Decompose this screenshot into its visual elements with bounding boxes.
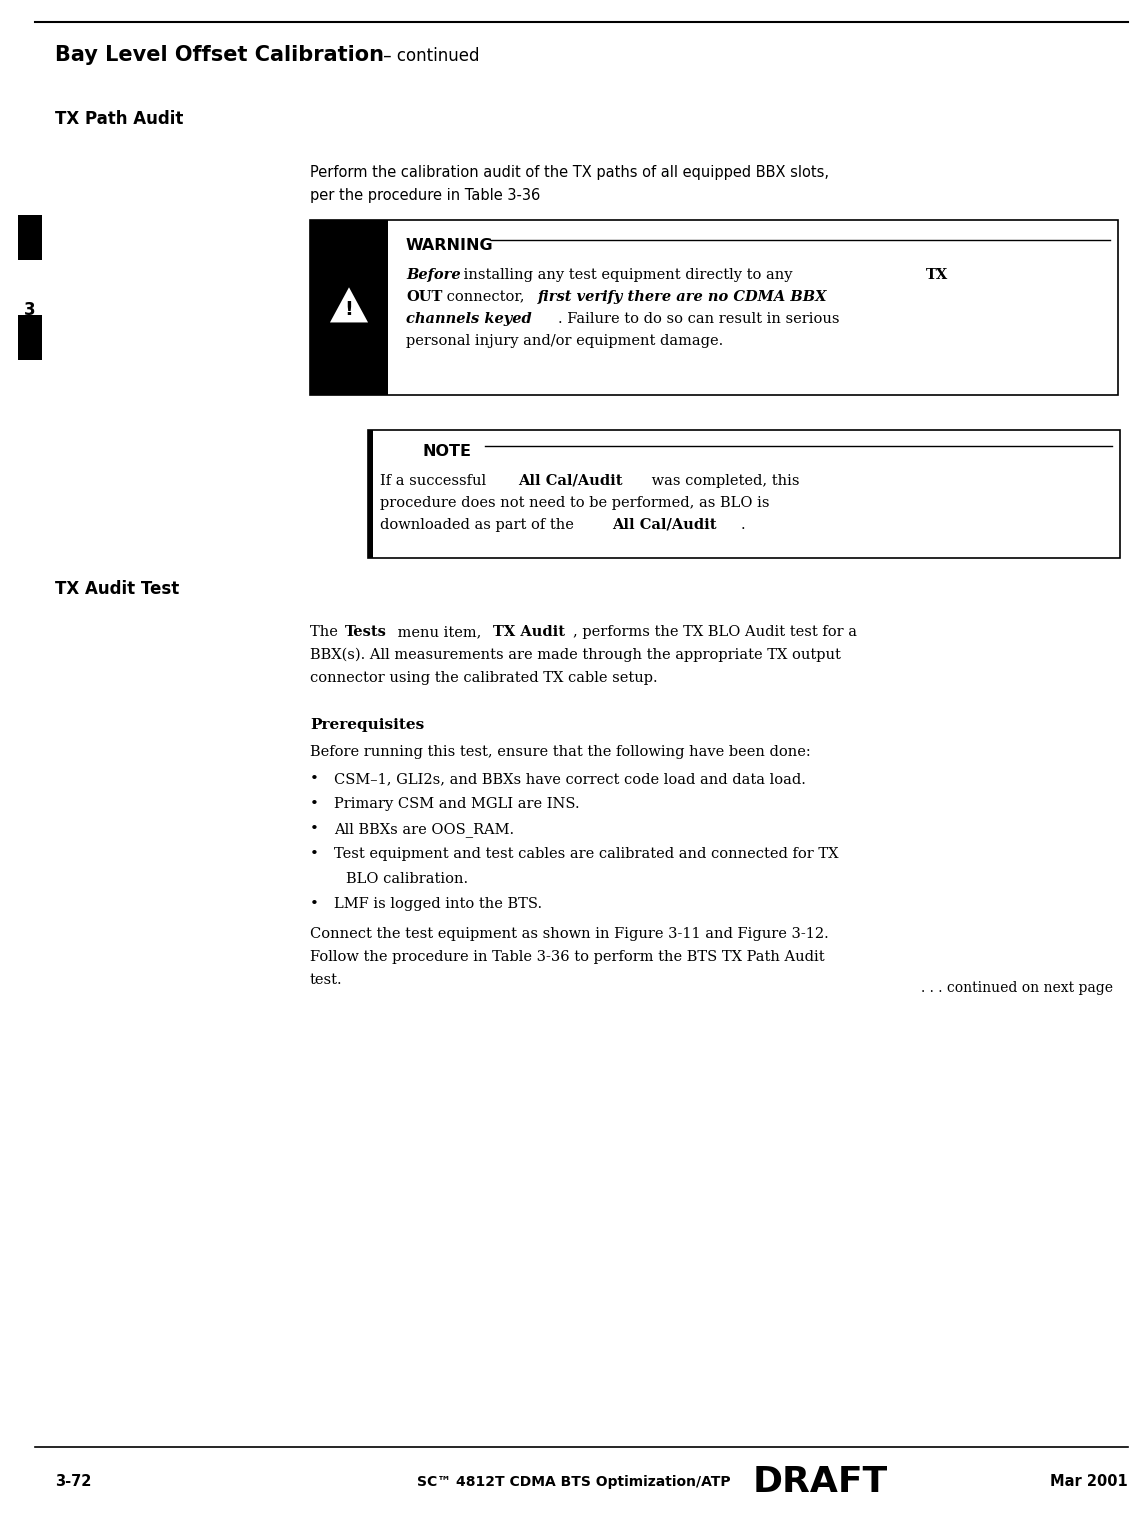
Text: menu item,: menu item,: [393, 625, 486, 639]
Text: All Cal/Audit: All Cal/Audit: [612, 518, 716, 532]
Text: Before running this test, ensure that the following have been done:: Before running this test, ensure that th…: [310, 745, 810, 758]
Text: If a successful: If a successful: [380, 473, 490, 489]
Text: SC™ 4812T CDMA BTS Optimization/ATP: SC™ 4812T CDMA BTS Optimization/ATP: [417, 1475, 731, 1489]
Text: Perform the calibration audit of the TX paths of all equipped BBX slots,: Perform the calibration audit of the TX …: [310, 165, 829, 179]
Text: Primary CSM and MGLI are INS.: Primary CSM and MGLI are INS.: [334, 797, 580, 810]
Text: Prerequisites: Prerequisites: [310, 719, 425, 732]
Text: •: •: [310, 823, 319, 836]
Text: All BBXs are OOS_RAM.: All BBXs are OOS_RAM.: [334, 823, 514, 836]
Text: 3: 3: [24, 300, 36, 319]
Text: BLO calibration.: BLO calibration.: [346, 872, 468, 885]
Text: per the procedure in Table 3-36: per the procedure in Table 3-36: [310, 188, 541, 204]
Text: 3-72: 3-72: [55, 1474, 92, 1489]
Text: OUT: OUT: [406, 290, 442, 303]
Text: Test equipment and test cables are calibrated and connected for TX: Test equipment and test cables are calib…: [334, 847, 838, 861]
Text: •: •: [310, 898, 319, 912]
Bar: [310, 221, 388, 395]
Bar: [18, 214, 42, 260]
Text: personal injury and/or equipment damage.: personal injury and/or equipment damage.: [406, 334, 723, 348]
Text: LMF is logged into the BTS.: LMF is logged into the BTS.: [334, 898, 542, 912]
Text: Bay Level Offset Calibration: Bay Level Offset Calibration: [55, 44, 383, 64]
Text: was completed, this: was completed, this: [647, 473, 799, 489]
Text: TX Audit Test: TX Audit Test: [55, 581, 179, 597]
Text: !: !: [344, 300, 354, 319]
Text: . . . continued on next page: . . . continued on next page: [921, 980, 1114, 994]
Text: NOTE: NOTE: [422, 444, 472, 460]
Text: – continued: – continued: [378, 47, 480, 64]
Text: first verify there are no CDMA BBX: first verify there are no CDMA BBX: [538, 290, 828, 303]
Text: All Cal/Audit: All Cal/Audit: [518, 473, 622, 489]
Text: CSM–1, GLI2s, and BBXs have correct code load and data load.: CSM–1, GLI2s, and BBXs have correct code…: [334, 772, 806, 786]
Text: TX Audit: TX Audit: [492, 625, 565, 639]
Text: channels keyed: channels keyed: [406, 313, 532, 326]
Text: Connect the test equipment as shown in Figure 3-11 and Figure 3-12.: Connect the test equipment as shown in F…: [310, 927, 829, 941]
Text: procedure does not need to be performed, as BLO is: procedure does not need to be performed,…: [380, 496, 769, 510]
Text: connector using the calibrated TX cable setup.: connector using the calibrated TX cable …: [310, 671, 658, 685]
Text: connector,: connector,: [442, 290, 529, 303]
Bar: [310, 221, 1118, 395]
Text: BBX(s). All measurements are made through the appropriate TX output: BBX(s). All measurements are made throug…: [310, 648, 840, 662]
Text: TX: TX: [926, 268, 948, 282]
Text: Before: Before: [406, 268, 460, 282]
Text: •: •: [310, 797, 319, 810]
Text: Mar 2001: Mar 2001: [1050, 1474, 1127, 1489]
Text: DRAFT: DRAFT: [752, 1465, 887, 1498]
Text: test.: test.: [310, 973, 342, 987]
Bar: [369, 430, 373, 558]
Text: .: .: [740, 518, 745, 532]
Polygon shape: [328, 285, 370, 323]
Bar: [369, 430, 1120, 558]
Text: . Failure to do so can result in serious: . Failure to do so can result in serious: [558, 313, 839, 326]
Text: TX Path Audit: TX Path Audit: [55, 110, 184, 129]
Text: •: •: [310, 772, 319, 786]
Bar: [18, 316, 42, 360]
Text: downloaded as part of the: downloaded as part of the: [380, 518, 579, 532]
Text: WARNING: WARNING: [406, 237, 494, 253]
Text: , performs the TX BLO Audit test for a: , performs the TX BLO Audit test for a: [573, 625, 858, 639]
Text: •: •: [310, 847, 319, 861]
Text: Follow the procedure in Table 3-36 to perform the BTS TX Path Audit: Follow the procedure in Table 3-36 to pe…: [310, 950, 824, 964]
Text: Tests: Tests: [346, 625, 387, 639]
Text: The: The: [310, 625, 342, 639]
Text: installing any test equipment directly to any: installing any test equipment directly t…: [459, 268, 797, 282]
